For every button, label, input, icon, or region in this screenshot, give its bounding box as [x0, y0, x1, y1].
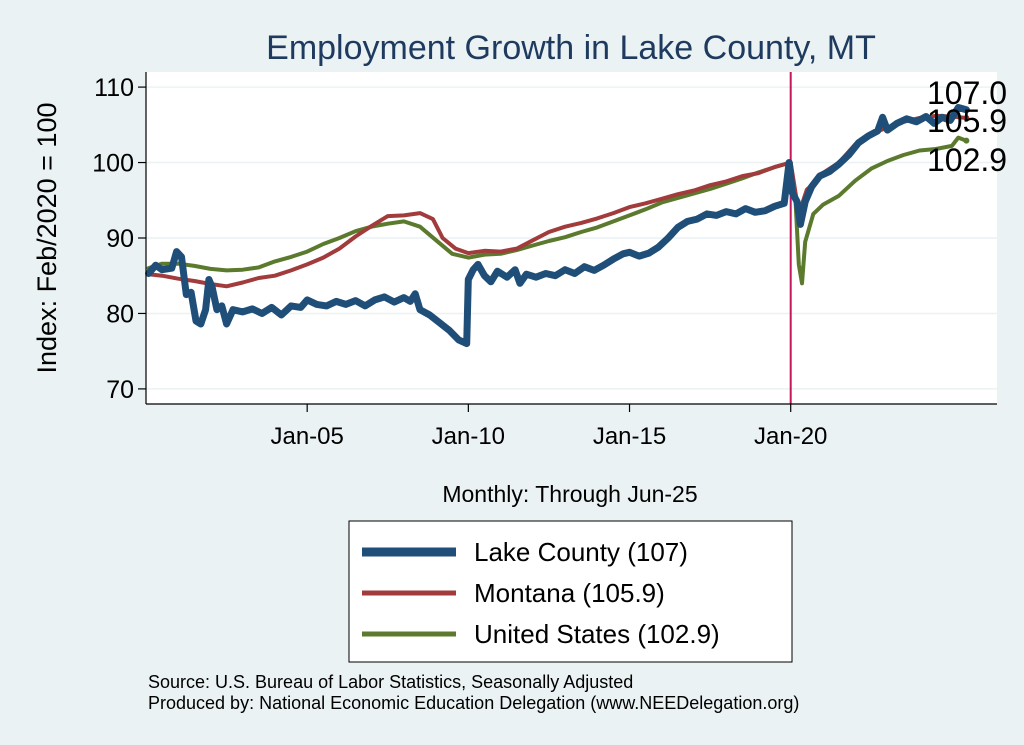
end-label-united-states: 102.9 [927, 142, 1007, 178]
produced-by-line: Produced by: National Economic Education… [148, 693, 799, 713]
y-tick-label-80: 80 [106, 300, 134, 328]
source-line: Source: U.S. Bureau of Labor Statistics,… [148, 672, 633, 692]
x-ticks: Jan-05 Jan-10 Jan-15 Jan-20 [270, 404, 827, 450]
x-axis-label: Monthly: Through Jun-25 [442, 481, 697, 507]
series-end-point-montana [963, 115, 970, 122]
y-tick-label-70: 70 [106, 376, 134, 404]
legend-label-montana: Montana (105.9) [474, 578, 665, 608]
series-line-united-states [146, 135, 969, 286]
series-end-point-united-states [963, 137, 970, 144]
chart-title: Employment Growth in Lake County, MT [266, 29, 876, 67]
x-tick-label-Jan-15: Jan-15 [593, 423, 666, 450]
series-end-point-lake-county [963, 106, 970, 113]
y-axis-label: Index: Feb/2020 = 100 [32, 103, 62, 374]
series-lines [145, 104, 970, 348]
y-tick-label-100: 100 [92, 150, 134, 178]
x-tick-label-Jan-20: Jan-20 [754, 423, 827, 450]
x-tick-label-Jan-05: Jan-05 [270, 423, 343, 450]
y-tick-label-110: 110 [94, 74, 134, 102]
legend-label-lake-county: Lake County (107) [474, 537, 688, 567]
legend-label-united-states: United States (102.9) [474, 619, 720, 649]
y-ticks: 70 80 90 100 110 [92, 74, 146, 404]
end-label-lake-county: 107.0 [927, 75, 1007, 111]
y-tick-label-90: 90 [106, 225, 134, 253]
series-line-lake-county [145, 104, 970, 348]
x-tick-label-Jan-10: Jan-10 [432, 423, 505, 450]
end-label-montana: 105.9 [927, 103, 1007, 139]
legend: Lake County (107) Montana (105.9) United S… [362, 537, 720, 649]
